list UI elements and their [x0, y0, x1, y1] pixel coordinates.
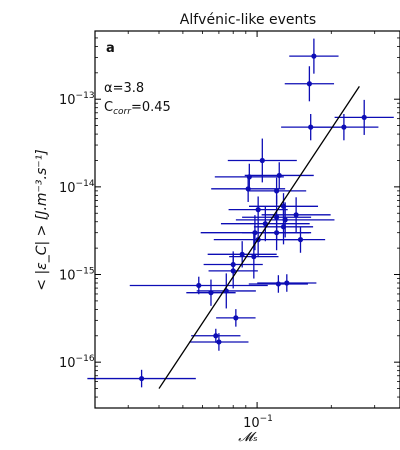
point-marker — [239, 251, 245, 257]
y-tick-label: 10−13 — [59, 91, 95, 108]
point-marker — [262, 221, 268, 227]
x-tick-label: 10−1 — [243, 414, 273, 431]
point-marker — [361, 114, 367, 121]
point-marker — [280, 203, 287, 209]
data-point — [261, 197, 331, 233]
data-point — [220, 206, 310, 242]
y-tick-label: 10−15 — [59, 267, 95, 284]
data-point — [186, 279, 236, 306]
plot-area — [87, 38, 394, 389]
point-marker — [233, 315, 239, 321]
data-point — [129, 276, 268, 295]
data-point — [284, 66, 335, 102]
ccorr-annotation: Ccorr=0.45 — [104, 100, 171, 117]
data-point — [289, 38, 339, 74]
point-marker — [275, 281, 281, 287]
data-point — [191, 328, 241, 343]
ccorr-sub: corr — [113, 107, 132, 117]
y-tick-label: 10−14 — [59, 179, 95, 196]
point-marker — [208, 290, 214, 296]
ccorr-tail: =0.45 — [131, 100, 171, 115]
data-point — [203, 251, 263, 278]
point-marker — [274, 214, 280, 220]
data-point — [309, 113, 379, 141]
data-point — [229, 234, 279, 279]
data-point — [196, 273, 256, 309]
data-point — [87, 369, 196, 388]
plot-frame — [94, 30, 400, 409]
data-point — [228, 196, 288, 223]
data-point — [257, 274, 317, 292]
data-point — [244, 162, 314, 189]
point-marker — [213, 333, 219, 339]
point-marker — [216, 339, 222, 345]
chart-title: Alfvénic-like events — [180, 12, 316, 28]
point-marker — [306, 81, 312, 87]
point-marker — [251, 254, 257, 260]
data-point — [227, 138, 297, 183]
data-point — [248, 275, 308, 293]
alpha-annotation: α=3.8 — [104, 81, 144, 96]
fit-line — [158, 86, 360, 389]
point-marker — [259, 157, 265, 164]
data-point — [216, 309, 256, 327]
data-point — [207, 241, 277, 268]
point-marker — [297, 237, 304, 243]
data-point — [334, 99, 394, 135]
x-axis-label: 𝓜ₛ — [238, 430, 258, 445]
data-point — [211, 175, 286, 202]
point-marker — [196, 282, 202, 289]
point-marker — [276, 172, 282, 179]
point-marker — [274, 188, 280, 194]
y-axis-label: < |ε_C| > [J.m⁻³.s⁻¹] — [34, 149, 50, 290]
data-point — [249, 193, 319, 220]
panel-label: a — [106, 41, 115, 56]
data-point — [247, 177, 307, 205]
point-marker — [293, 212, 299, 218]
point-marker — [255, 207, 261, 213]
x-axis: 10−1 — [127, 31, 376, 431]
point-marker — [139, 375, 145, 382]
point-marker — [311, 53, 317, 59]
data-point — [275, 226, 326, 253]
point-marker — [284, 280, 290, 286]
point-marker — [230, 261, 236, 268]
ccorr-main: C — [104, 100, 113, 115]
y-tick-label: 10−16 — [59, 354, 95, 371]
point-marker — [341, 124, 347, 130]
data-point — [214, 163, 284, 191]
